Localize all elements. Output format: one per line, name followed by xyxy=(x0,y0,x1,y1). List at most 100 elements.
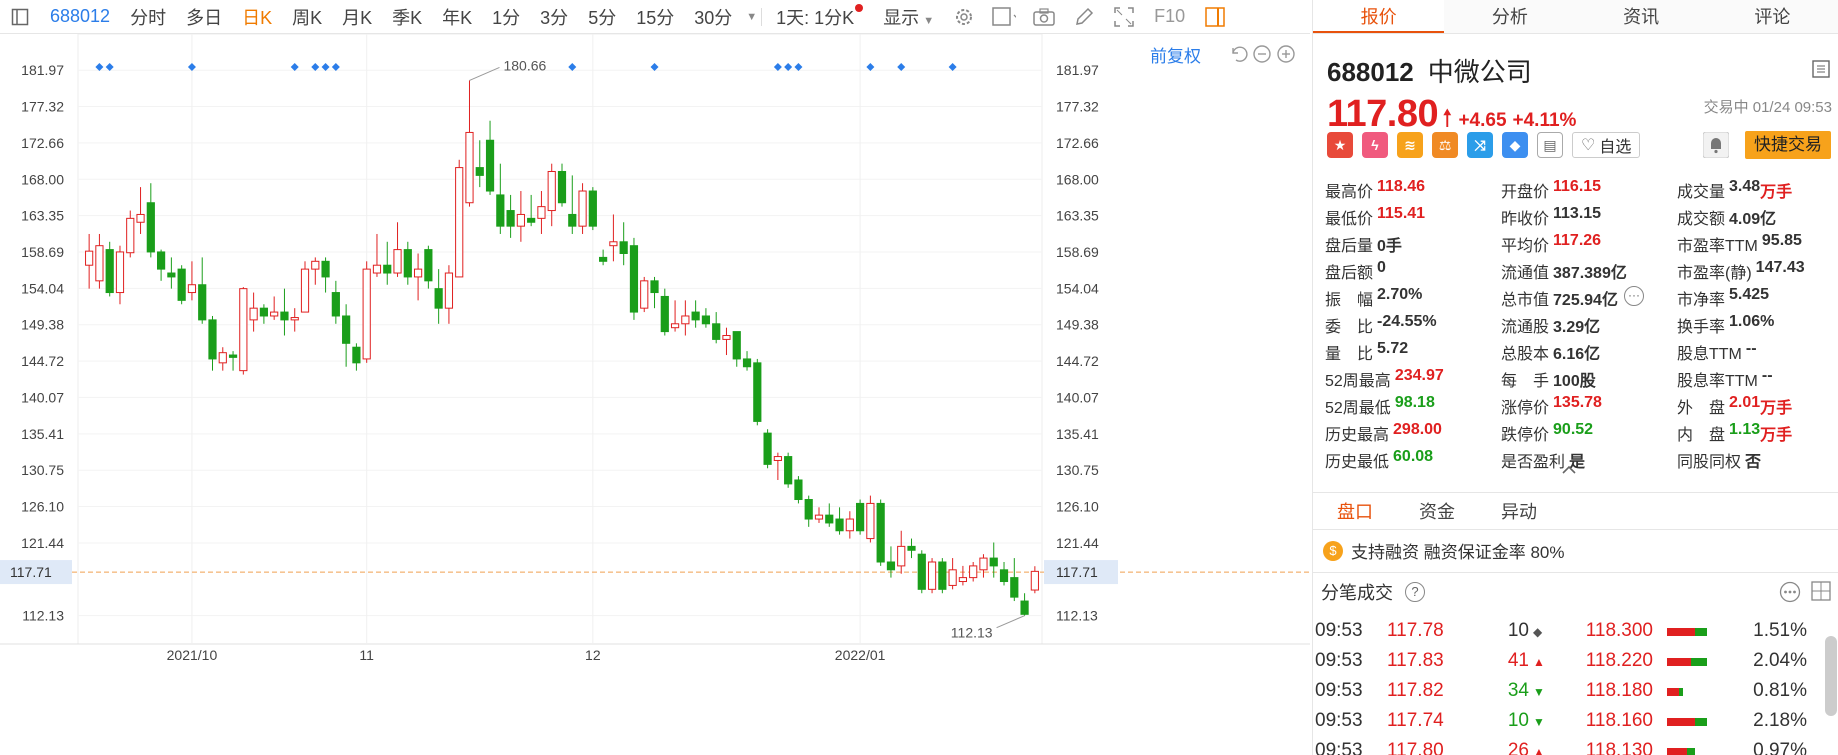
camera-icon[interactable] xyxy=(1032,5,1056,29)
balance-icon[interactable]: ⚖ xyxy=(1432,132,1458,158)
candle-body[interactable] xyxy=(485,139,495,192)
period-tab[interactable]: 季K xyxy=(392,7,423,28)
candle-body[interactable] xyxy=(979,557,988,571)
candle-body[interactable] xyxy=(825,514,834,524)
candle-body[interactable] xyxy=(753,362,762,422)
quick-trade-button[interactable]: 快捷交易 xyxy=(1745,131,1831,159)
candle-body[interactable] xyxy=(866,502,875,540)
event-marker-icon[interactable] xyxy=(321,63,330,71)
candle-body[interactable] xyxy=(773,456,782,461)
candle-body[interactable] xyxy=(403,249,412,278)
sidebar-toggle-icon[interactable] xyxy=(8,5,32,29)
period-tab[interactable]: 15分 xyxy=(636,7,675,28)
event-marker-icon[interactable] xyxy=(331,63,340,71)
candle-body[interactable] xyxy=(537,206,546,219)
candle-body[interactable] xyxy=(886,561,896,571)
candle-body[interactable] xyxy=(876,502,885,563)
period-tab[interactable]: 3分 xyxy=(540,7,569,28)
candle-body[interactable] xyxy=(804,499,813,520)
adjust-mode-button[interactable]: 前复权 xyxy=(1150,47,1201,66)
candle-body[interactable] xyxy=(619,241,628,254)
quote-tab[interactable]: 资讯 xyxy=(1623,7,1660,27)
candle-body[interactable] xyxy=(794,479,803,501)
candle-body[interactable] xyxy=(156,251,166,270)
lightning-icon[interactable]: ϟ xyxy=(1362,132,1388,158)
event-marker-icon[interactable] xyxy=(95,63,104,71)
candle-body[interactable] xyxy=(712,323,721,340)
fullscreen-icon[interactable] xyxy=(1112,5,1136,29)
candle-body[interactable] xyxy=(969,565,978,579)
more-icon[interactable] xyxy=(1779,581,1801,608)
pencil-icon[interactable] xyxy=(1072,5,1096,29)
candle-body[interactable] xyxy=(444,272,454,309)
settings-gear-icon[interactable] xyxy=(952,5,976,29)
candle-body[interactable] xyxy=(280,311,289,321)
period-tab[interactable]: 30分 xyxy=(694,7,733,28)
candle-body[interactable] xyxy=(527,217,536,223)
candle-body[interactable] xyxy=(835,518,844,532)
candle-body[interactable] xyxy=(95,245,104,282)
toolbar-stock-code[interactable]: 688012 xyxy=(50,6,111,26)
candle-body[interactable] xyxy=(1010,577,1019,598)
candle-body[interactable] xyxy=(609,241,618,247)
candle-body[interactable] xyxy=(136,213,145,223)
event-marker-icon[interactable] xyxy=(105,63,114,71)
candle-body[interactable] xyxy=(424,249,433,282)
candle-body[interactable] xyxy=(352,346,361,364)
candle-body[interactable] xyxy=(897,545,906,567)
candle-body[interactable] xyxy=(557,170,567,204)
candle-body[interactable] xyxy=(948,569,957,586)
undo-icon[interactable] xyxy=(1228,44,1248,69)
candle-body[interactable] xyxy=(691,311,700,321)
candle-body[interactable] xyxy=(568,213,577,227)
candle-body[interactable] xyxy=(331,292,340,317)
candle-body[interactable] xyxy=(732,331,741,360)
candle-body[interactable] xyxy=(938,561,947,590)
add-watchlist-button[interactable]: ♡ 自选 xyxy=(1572,132,1641,158)
candle-body[interactable] xyxy=(640,280,649,309)
zoom-in-icon[interactable] xyxy=(1276,44,1296,69)
f10-button[interactable]: F10 xyxy=(1154,6,1186,26)
candle-body[interactable] xyxy=(105,249,114,294)
candle-body[interactable] xyxy=(989,557,998,567)
candle-body[interactable] xyxy=(516,213,525,227)
candle-body[interactable] xyxy=(290,317,299,321)
event-marker-icon[interactable] xyxy=(650,63,659,71)
candle-body[interactable] xyxy=(907,545,916,551)
candle-body[interactable] xyxy=(218,352,227,364)
candle-body[interactable] xyxy=(465,131,474,204)
event-marker-icon[interactable] xyxy=(948,63,957,71)
candle-body[interactable] xyxy=(187,284,197,294)
detail-tab[interactable]: 异动 xyxy=(1501,502,1537,522)
candle-body[interactable] xyxy=(198,284,207,321)
candle-body[interactable] xyxy=(208,319,217,360)
note-icon[interactable]: ▤ xyxy=(1537,132,1563,158)
candle-body[interactable] xyxy=(999,569,1009,583)
detail-tab[interactable]: 资金 xyxy=(1419,502,1455,522)
event-marker-icon[interactable] xyxy=(794,63,803,71)
candle-body[interactable] xyxy=(856,502,865,532)
event-marker-icon[interactable] xyxy=(897,63,906,71)
candle-body[interactable] xyxy=(249,307,258,321)
candle-body[interactable] xyxy=(578,190,587,227)
candle-body[interactable] xyxy=(167,272,176,278)
candle-body[interactable] xyxy=(742,358,752,368)
event-marker-icon[interactable] xyxy=(784,63,793,71)
candle-body[interactable] xyxy=(814,514,824,520)
help-icon[interactable]: ? xyxy=(1405,581,1425,602)
candle-body[interactable] xyxy=(455,167,464,278)
candle-body[interactable] xyxy=(311,260,320,270)
period-tab[interactable]: 1分 xyxy=(492,7,521,28)
candle-body[interactable] xyxy=(270,311,279,317)
candle-body[interactable] xyxy=(1020,600,1029,615)
candle-body[interactable] xyxy=(722,335,731,340)
candle-body[interactable] xyxy=(321,260,330,278)
zoom-out-icon[interactable] xyxy=(1252,44,1272,69)
candle-body[interactable] xyxy=(629,245,639,313)
candle-body[interactable] xyxy=(228,354,238,358)
event-marker-icon[interactable] xyxy=(290,63,299,71)
candle-body[interactable] xyxy=(681,315,690,325)
event-marker-icon[interactable] xyxy=(866,63,875,71)
candle-body[interactable] xyxy=(434,288,443,309)
period-tab[interactable]: 月K xyxy=(342,7,373,28)
